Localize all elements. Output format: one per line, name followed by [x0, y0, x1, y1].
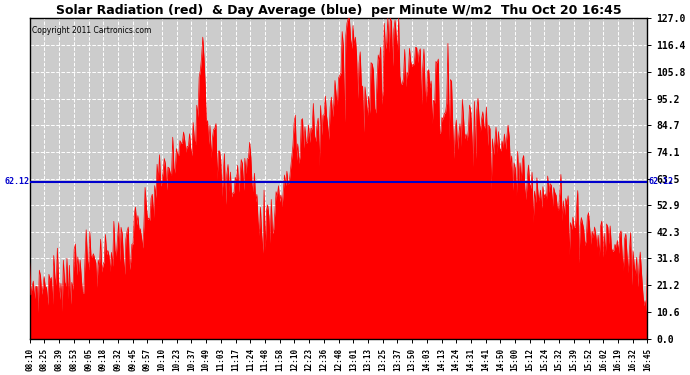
Text: Copyright 2011 Cartronics.com: Copyright 2011 Cartronics.com [32, 26, 151, 35]
Text: 62.12: 62.12 [648, 177, 673, 186]
Title: Solar Radiation (red)  & Day Average (blue)  per Minute W/m2  Thu Oct 20 16:45: Solar Radiation (red) & Day Average (blu… [56, 4, 622, 17]
Text: 62.12: 62.12 [4, 177, 29, 186]
